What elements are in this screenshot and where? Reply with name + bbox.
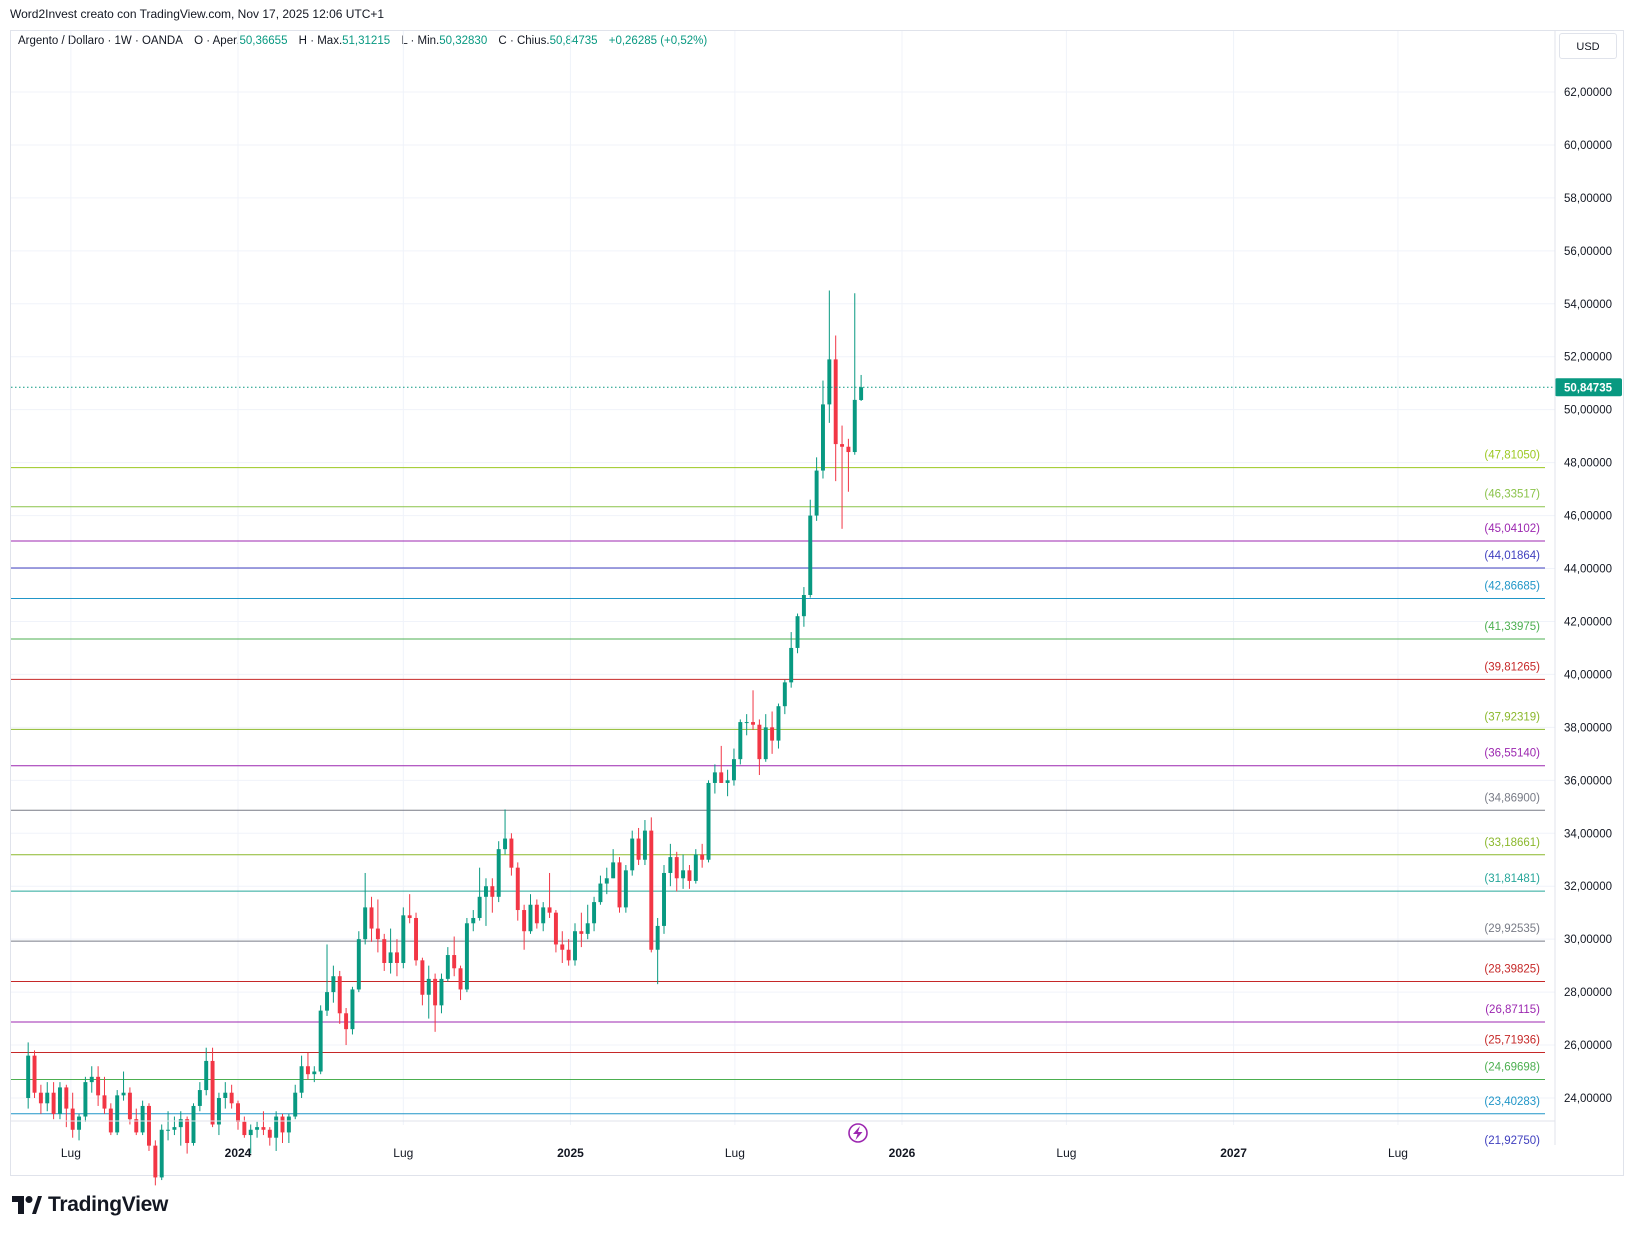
close-label: C <box>498 35 507 47</box>
open-label: O <box>194 35 204 47</box>
tradingview-logo-text: TradingView <box>48 1193 169 1216</box>
tradingview-logo[interactable]: TradingView <box>12 1193 168 1217</box>
chart-frame[interactable] <box>10 30 1624 1176</box>
open-value: 50,36655 <box>239 35 288 47</box>
symbol-legend: Argento / Dollaro · 1W · OANDA O · Aper.… <box>18 35 707 47</box>
low-label: L <box>401 35 408 47</box>
high-value: 51,31215 <box>342 35 391 47</box>
high-prefix: · Max. <box>310 35 343 47</box>
low-prefix: · Min. <box>410 35 440 47</box>
close-value: 50,84735 <box>549 35 598 47</box>
change-value: +0,26285 (+0,52%) <box>608 35 708 47</box>
currency-selector[interactable]: USD <box>1559 33 1617 59</box>
chart-caption: Word2Invest creato con TradingView.com, … <box>10 7 385 21</box>
close-prefix: · Chius. <box>509 35 550 47</box>
high-label: H <box>298 35 307 47</box>
tradingview-logo-icon <box>12 1196 42 1214</box>
open-prefix: · Aper. <box>206 35 240 47</box>
low-value: 50,32830 <box>439 35 488 47</box>
symbol-name[interactable]: Argento / Dollaro · 1W · OANDA <box>18 35 183 47</box>
